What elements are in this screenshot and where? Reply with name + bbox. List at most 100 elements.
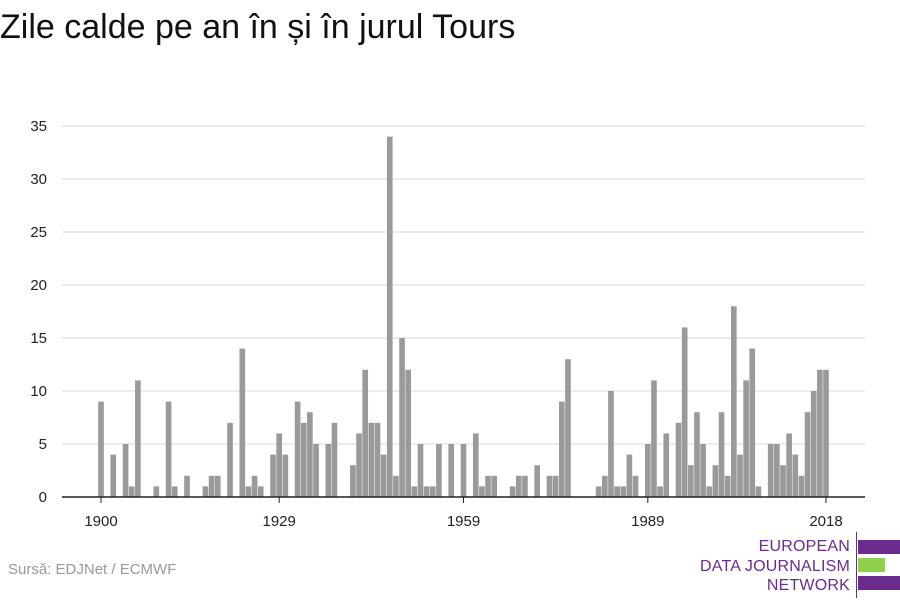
bar <box>558 401 565 497</box>
bar <box>350 465 356 497</box>
bar <box>731 306 737 497</box>
bar <box>208 475 215 497</box>
bar <box>135 380 141 497</box>
bar <box>774 444 780 497</box>
bar <box>675 422 682 497</box>
logo-bar-green <box>858 558 885 572</box>
bar <box>399 338 405 497</box>
y-tick-label: 30 <box>30 171 47 188</box>
bar <box>712 465 719 497</box>
bars <box>98 136 829 497</box>
bar <box>767 444 774 497</box>
bar <box>368 422 375 497</box>
bar <box>601 475 608 497</box>
bar <box>429 486 436 497</box>
x-tick-label: 1959 <box>447 513 480 530</box>
bar <box>313 444 319 497</box>
gridlines <box>62 125 865 445</box>
bar <box>804 412 811 497</box>
bar <box>595 486 602 497</box>
bar <box>651 380 657 497</box>
bar <box>472 433 479 497</box>
bar <box>681 327 688 497</box>
source-note: Sursă: EDJNet / ECMWF <box>8 561 177 578</box>
x-axis-ticks: 1900 1929 1959 1989 2018 <box>84 497 843 530</box>
bar <box>823 369 829 497</box>
bar <box>657 486 663 497</box>
bar <box>534 465 541 497</box>
bar <box>122 444 129 497</box>
bar <box>257 486 264 497</box>
bar <box>411 486 418 497</box>
bar <box>817 369 823 497</box>
bar <box>786 433 792 497</box>
bar <box>202 486 209 497</box>
bar <box>485 475 491 497</box>
bar <box>386 136 393 497</box>
x-tick-label: 1929 <box>262 513 295 530</box>
y-tick-label: 15 <box>30 330 47 347</box>
logo-bar-purple-bottom <box>858 576 900 590</box>
bar <box>300 422 307 497</box>
bar <box>491 475 498 497</box>
bar <box>171 486 178 497</box>
bar <box>798 475 805 497</box>
bar <box>755 486 762 497</box>
bar <box>700 444 706 497</box>
bar <box>688 465 694 497</box>
y-tick-label: 35 <box>30 118 47 135</box>
bar <box>405 369 412 497</box>
bar <box>694 412 700 497</box>
bar <box>792 454 799 497</box>
bar <box>417 444 424 497</box>
bar <box>448 444 455 497</box>
bar <box>165 401 172 497</box>
bar <box>810 391 817 497</box>
y-tick-label: 0 <box>39 489 47 506</box>
bar <box>251 475 258 497</box>
bar <box>362 369 369 497</box>
bar <box>294 401 301 497</box>
bar <box>724 475 731 497</box>
bar <box>239 348 246 497</box>
bar <box>626 454 633 497</box>
bar <box>614 486 620 497</box>
bar <box>608 391 614 497</box>
bar <box>128 486 135 497</box>
bar <box>110 454 117 497</box>
bar <box>743 380 749 497</box>
bar <box>282 454 289 497</box>
bar <box>227 422 233 497</box>
logo-bar-purple-top <box>858 540 900 554</box>
bar <box>325 444 332 497</box>
y-axis-ticks: 0 5 10 15 20 25 30 35 <box>30 118 47 506</box>
bar <box>374 422 381 497</box>
logo-text-european: EUROPEAN <box>758 538 850 555</box>
bar <box>270 454 276 497</box>
bar <box>436 444 442 497</box>
bar <box>565 359 571 497</box>
x-tick-label: 1900 <box>84 513 117 530</box>
bar <box>663 433 670 497</box>
bar <box>276 433 282 497</box>
logo-divider <box>856 532 857 598</box>
bar <box>749 348 756 497</box>
y-tick-label: 10 <box>30 383 47 400</box>
bar <box>153 486 160 497</box>
bar <box>522 475 528 497</box>
bar <box>718 412 725 497</box>
bar <box>393 475 399 497</box>
chart-title: Zile calde pe an în și în jurul Tours <box>0 8 516 46</box>
bar <box>307 412 313 497</box>
bar <box>245 486 252 497</box>
bar <box>509 486 516 497</box>
y-tick-label: 25 <box>30 224 47 241</box>
bar <box>645 444 651 497</box>
edjnet-logo: EUROPEAN DATA JOURNALISM NETWORK <box>700 530 900 600</box>
logo-text-network: NETWORK <box>766 577 850 594</box>
x-tick-label: 2018 <box>809 513 842 530</box>
bar <box>620 486 627 497</box>
bar <box>552 475 559 497</box>
bar <box>706 486 713 497</box>
